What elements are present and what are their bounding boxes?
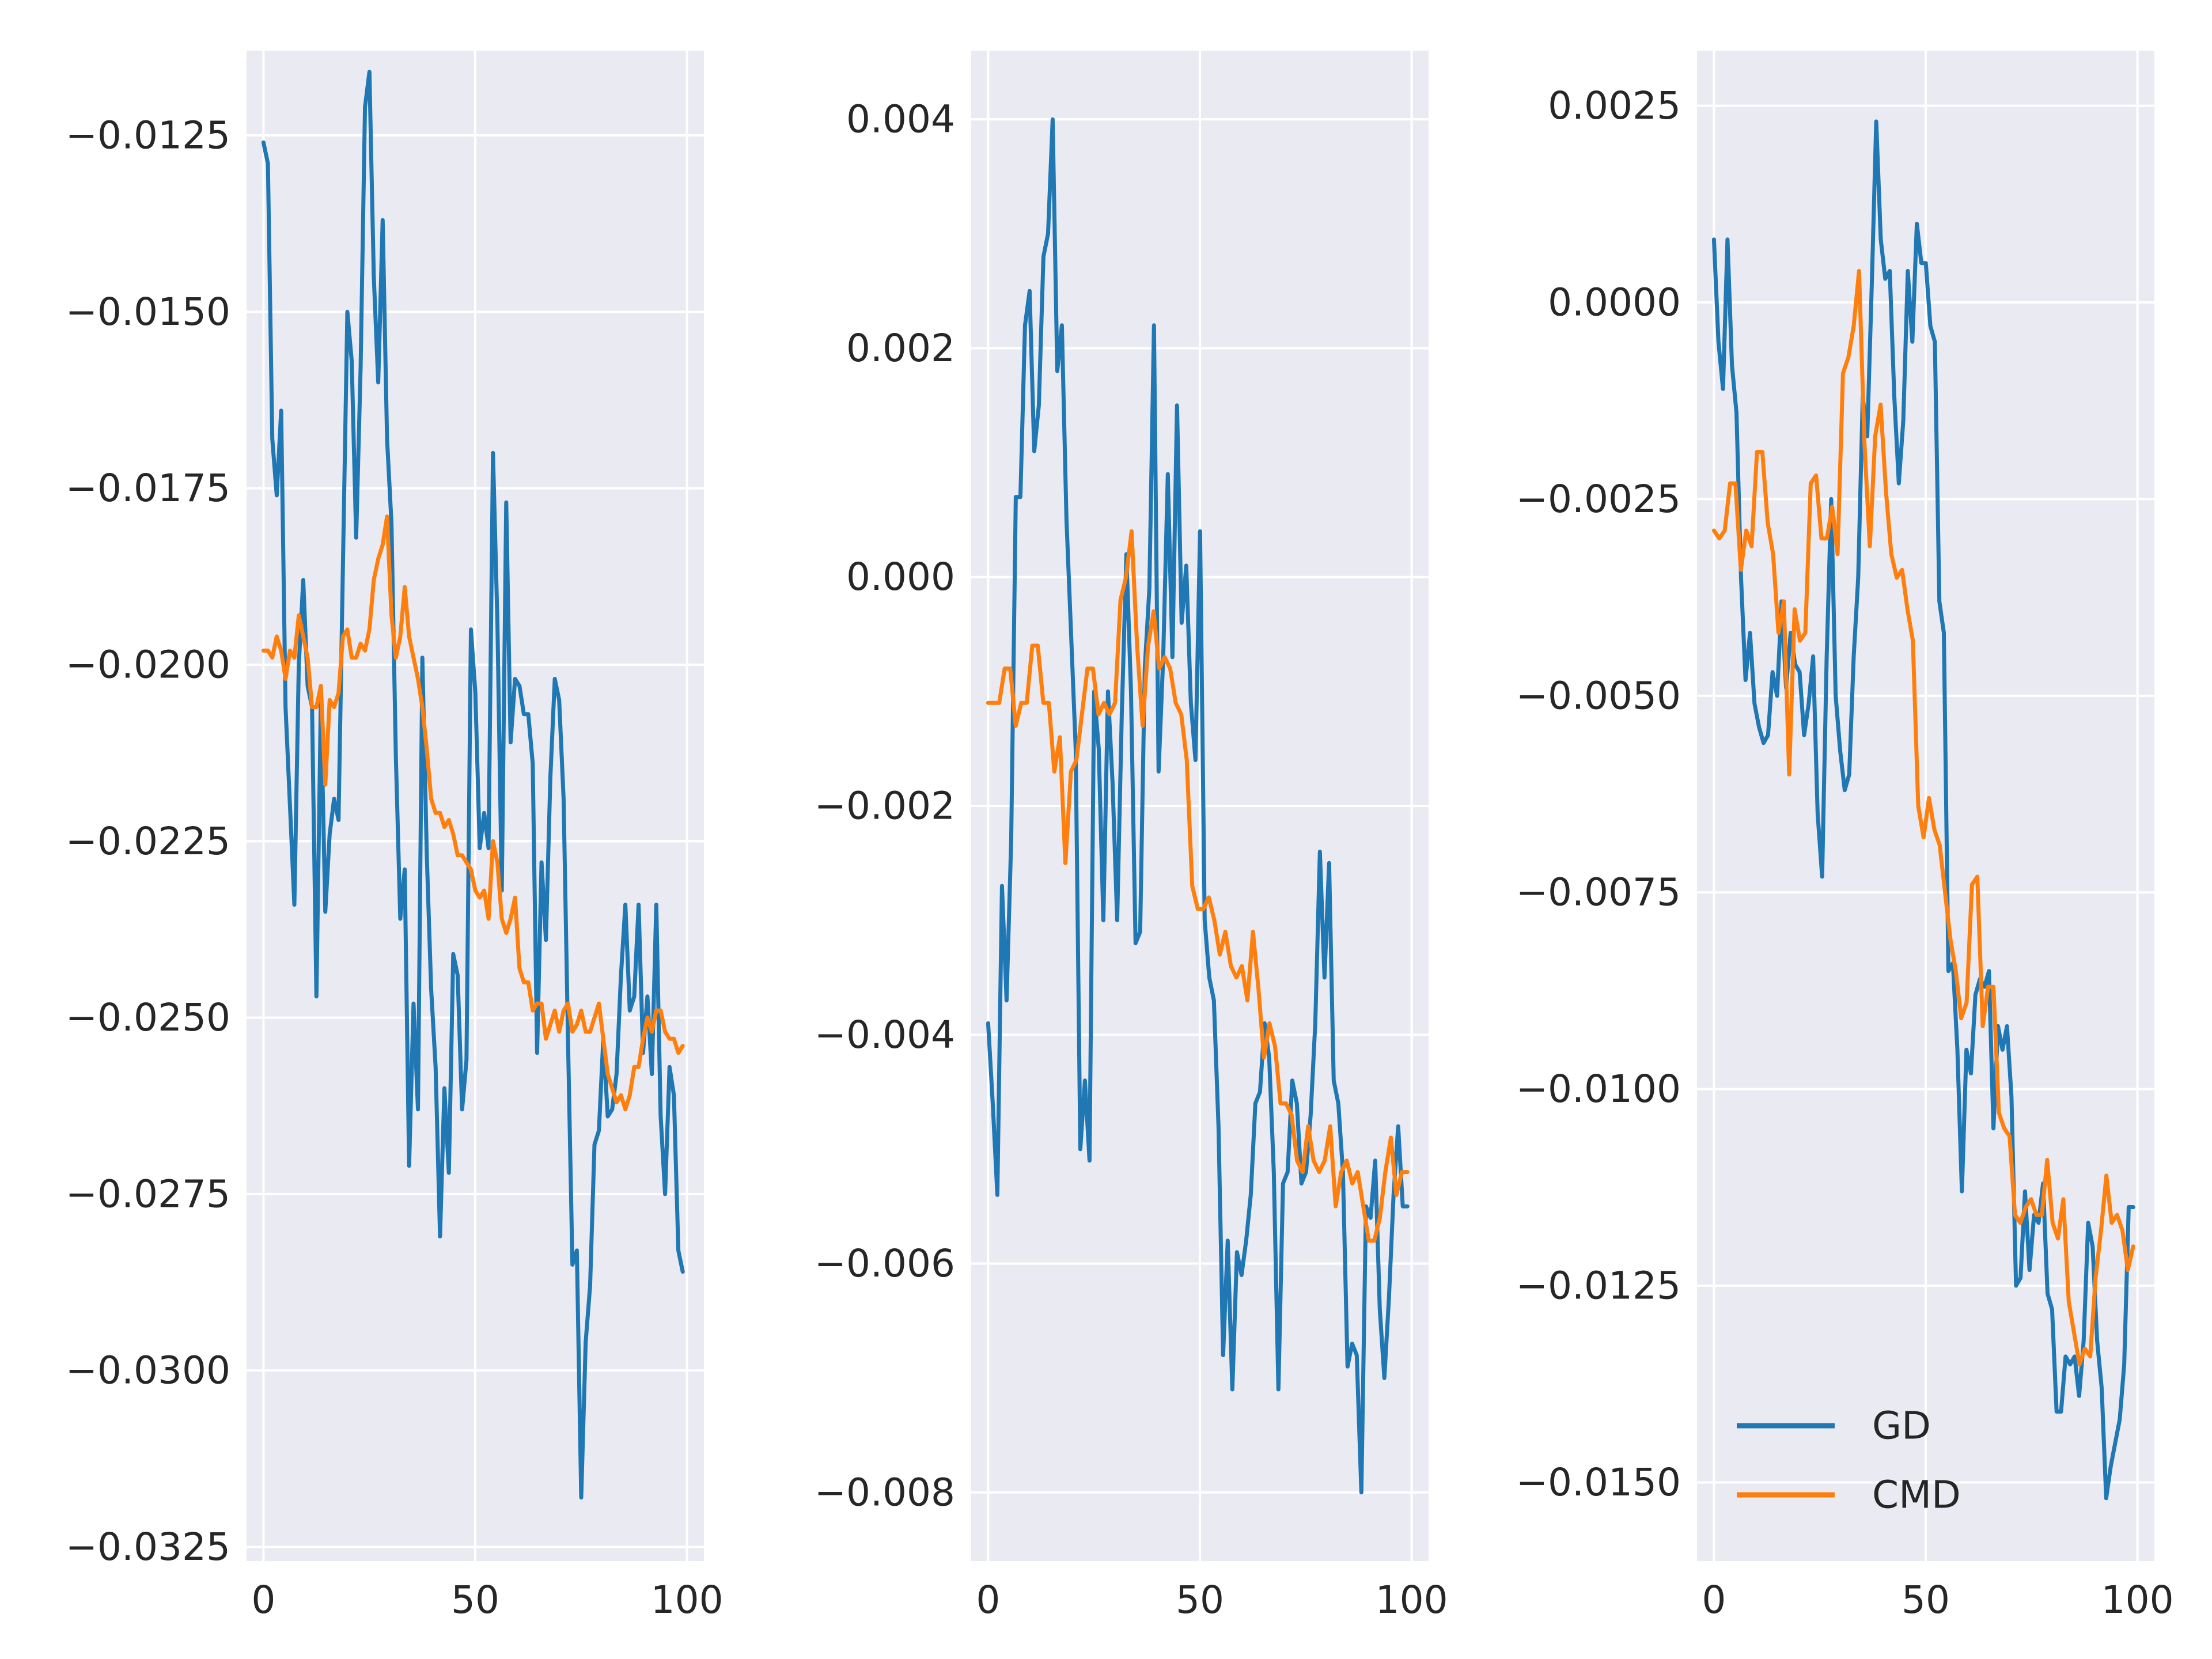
- grid-3: [1697, 51, 2154, 1561]
- y-tick-label: −0.0275: [66, 1172, 230, 1216]
- x-tick-label: 100: [2101, 1578, 2174, 1622]
- x-tick-label: 50: [1176, 1578, 1224, 1622]
- y-tick-label: −0.0225: [66, 819, 230, 863]
- series-group-1: [261, 70, 685, 1500]
- series-line-cmd: [986, 529, 1410, 1243]
- x-tick-label: 100: [1376, 1578, 1448, 1622]
- y-tick-label: −0.0025: [1516, 477, 1681, 521]
- x-tick-label: 100: [651, 1578, 724, 1622]
- legend-label-cmd: CMD: [1872, 1473, 1961, 1517]
- grid-2: [971, 51, 1429, 1561]
- x-tick-label: 50: [1902, 1578, 1950, 1622]
- x-tick-label: 0: [976, 1578, 1000, 1622]
- series-group-2: [986, 117, 1410, 1495]
- y-tick-label: −0.0325: [66, 1525, 230, 1569]
- series-line-gd: [261, 70, 685, 1500]
- series-group-3: [1711, 119, 2135, 1501]
- x-tick-label: 0: [1702, 1578, 1726, 1622]
- x-tick-label: 0: [251, 1578, 275, 1622]
- y-tick-label: −0.0050: [1516, 673, 1681, 718]
- y-tick-label: 0.000: [846, 555, 955, 599]
- series-line-cmd: [1711, 268, 2135, 1367]
- subplot-1: −0.0125 −0.0150 −0.0175 −0.0200 −0.0225 −0.02…: [66, 51, 724, 1622]
- series-line-gd: [986, 117, 1410, 1495]
- subplot-2: 0.004 0.002 0.000 −0.002 −0.004 −0.006 −0.008 0…: [815, 51, 1448, 1622]
- y-tick-label: −0.002: [815, 784, 955, 828]
- legend: GD CMD: [1737, 1404, 1961, 1517]
- legend-label-gd: GD: [1872, 1404, 1931, 1448]
- y-tick-label: 0.0000: [1548, 281, 1681, 325]
- y-tick-label: −0.0300: [66, 1349, 230, 1393]
- y-tick-label: −0.008: [815, 1470, 955, 1514]
- y-tick-label: −0.0150: [1516, 1460, 1681, 1505]
- y-tick-label: −0.0075: [1516, 870, 1681, 915]
- y-tick-label: −0.0200: [66, 642, 230, 687]
- y-tick-label: −0.0150: [66, 290, 230, 334]
- series-line-cmd: [261, 514, 685, 1112]
- y-tick-label: −0.0125: [1516, 1264, 1681, 1308]
- ticks-1: −0.0125 −0.0150 −0.0175 −0.0200 −0.0225 −0.02…: [66, 113, 724, 1622]
- y-tick-label: 0.004: [846, 97, 955, 142]
- y-tick-label: −0.0175: [66, 466, 230, 510]
- y-tick-label: −0.0125: [66, 113, 230, 158]
- y-tick-label: −0.0250: [66, 995, 230, 1040]
- x-tick-label: 50: [451, 1578, 499, 1622]
- ticks-3: 0.0025 0.0000 −0.0025 −0.0050 −0.0075 −0.0100…: [1516, 84, 2174, 1622]
- y-tick-label: −0.006: [815, 1241, 955, 1286]
- y-tick-label: −0.0100: [1516, 1067, 1681, 1111]
- subplot-3: 0.0025 0.0000 −0.0025 −0.0050 −0.0075 −0.0100…: [1516, 51, 2174, 1622]
- ticks-2: 0.004 0.002 0.000 −0.002 −0.004 −0.006 −0.008 0…: [815, 97, 1448, 1622]
- y-tick-label: 0.002: [846, 326, 955, 370]
- y-tick-label: −0.004: [815, 1013, 955, 1057]
- y-tick-label: 0.0025: [1548, 84, 1681, 128]
